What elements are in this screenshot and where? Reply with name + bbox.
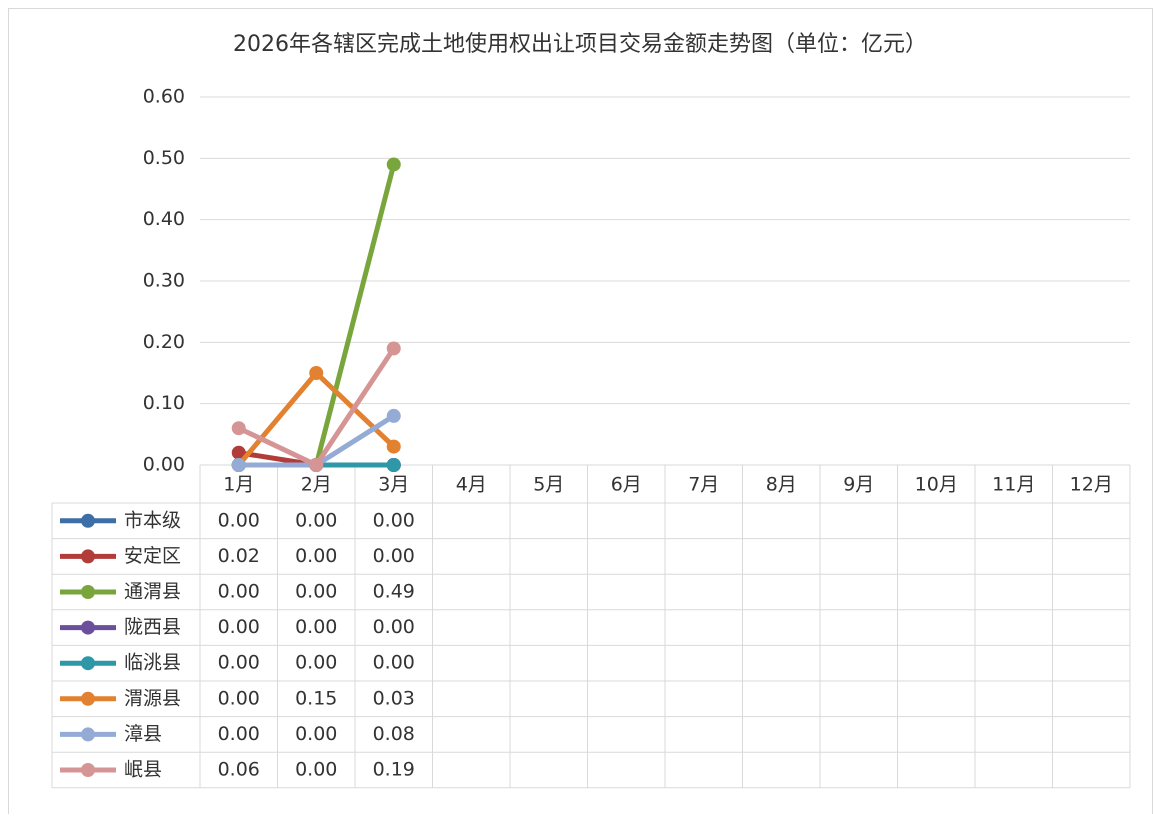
table-cell: 0.00 [295,581,337,603]
legend-label: 市本级 [124,509,181,531]
legend-label: 漳县 [124,723,162,745]
data-point [386,458,401,472]
x-tick-label: 8月 [766,474,797,496]
legend-marker [81,727,95,742]
table-cell: 0.00 [373,545,415,567]
legend-label: 临洮县 [124,652,181,674]
legend-label: 陇西县 [124,616,181,638]
x-tick-label: 12月 [1070,474,1113,496]
x-tick-label: 5月 [533,474,564,496]
y-tick-label: 0.30 [143,270,185,292]
y-tick-label: 0.40 [143,208,185,230]
data-point [386,408,401,423]
legend-marker [81,549,95,564]
table-cell: 0.00 [218,616,260,638]
table-cell: 0.00 [295,723,337,745]
data-point [386,341,401,356]
x-tick-label: 6月 [611,474,642,496]
data-point [231,458,246,472]
data-point [231,421,246,436]
table-cell: 0.00 [295,545,337,567]
table-cell: 0.00 [218,723,260,745]
table-cell: 0.00 [373,616,415,638]
legend-label: 岷县 [124,759,162,781]
table-cell: 0.08 [373,723,415,745]
table-cell: 0.00 [218,509,260,531]
legend-marker [81,656,95,671]
data-point [309,458,324,472]
table-cell: 0.00 [295,652,337,674]
legend-label: 渭源县 [124,687,181,709]
table-cell: 0.02 [218,545,260,567]
legend-marker [81,513,95,528]
table-cell: 0.00 [373,652,415,674]
table-cell: 0.00 [295,759,337,781]
data-point [386,439,401,454]
x-tick-label: 10月 [915,474,958,496]
chart-title: 2026年各辖区完成土地使用权出让项目交易金额走势图（单位：亿元） [233,32,927,57]
y-tick-label: 0.60 [143,86,185,108]
x-tick-label: 11月 [992,474,1035,496]
table-cell: 0.00 [218,652,260,674]
series-line [238,163,397,468]
x-tick-label: 1月 [223,474,254,496]
table-cell: 0.00 [218,581,260,603]
x-tick-label: 2月 [301,474,332,496]
table-cell: 0.00 [218,687,260,709]
x-tick-label: 3月 [378,474,409,496]
data-point [231,445,246,460]
x-tick-label: 4月 [456,474,487,496]
legend-marker [81,585,95,599]
table-cell: 0.03 [373,687,415,709]
y-tick-label: 0.50 [143,147,185,169]
table-cell: 0.15 [295,687,337,709]
legend-marker [81,763,95,777]
legend-marker [81,620,95,635]
legend-marker [81,691,95,706]
data-point [309,366,324,380]
x-tick-label: 7月 [688,474,719,496]
table-cell: 0.19 [373,759,415,781]
data-point [386,157,401,172]
table-cell: 0.06 [218,759,260,781]
y-tick-label: 0.20 [143,331,185,353]
table-cell: 0.00 [373,509,415,531]
legend-label: 通渭县 [124,581,181,603]
table-cell: 0.49 [373,581,415,603]
legend-label: 安定区 [124,545,181,567]
y-tick-label: 0.00 [143,454,185,476]
table-cell: 0.00 [295,616,337,638]
x-tick-label: 9月 [843,474,874,496]
table-cell: 0.00 [295,509,337,531]
y-tick-label: 0.10 [143,392,185,414]
series-line [237,347,396,468]
